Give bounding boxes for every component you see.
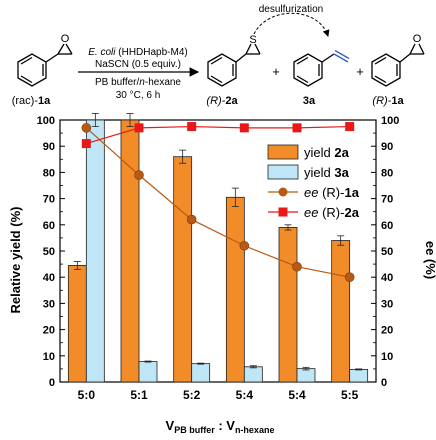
legend-swatch (267, 164, 299, 180)
chart-axis-labels: Relative yield (%) ee (%) VPB buffer : V… (8, 207, 436, 435)
x-tick-label: 5:1 (130, 388, 148, 402)
condition-line-2: NaSCN (0.5 equiv.) (95, 59, 181, 70)
x-tick-label: 5:5 (341, 388, 359, 402)
y-tick-label: 0 (49, 377, 55, 389)
chart-bars (67, 113, 369, 383)
product-oxygen-atom: O (413, 33, 422, 45)
product-styrene-structure (293, 53, 335, 87)
yield-ee-chart: 0 10 20 30 40 50 60 70 80 90 100 0 10 20 30 40 50 60 70 80 9… (8, 113, 436, 435)
product-2a-label: (R)-2a (206, 95, 238, 107)
plus-sign-2: + (356, 64, 364, 79)
x-axis-title: VPB buffer : Vn-hexane (166, 418, 275, 435)
reactant-structure (17, 43, 73, 87)
bar-yield-2a (225, 196, 245, 383)
product-thiirane-structure (207, 43, 261, 87)
bar-yield-3a (191, 363, 211, 383)
vinyl-double-bond (333, 53, 349, 63)
desulfurization-arrow (253, 12, 330, 37)
y2-tick-label: 90 (381, 141, 393, 153)
y-tick-label: 80 (43, 167, 55, 179)
condition-line-1: E. coli (HHDHapb-M4) (88, 47, 187, 58)
reactant-oxygen-atom: O (61, 33, 70, 45)
point-ee-2a (239, 123, 249, 133)
point-ee-1a (134, 170, 144, 180)
product-3a-label: 3a (303, 95, 316, 107)
y-tick-label: 60 (43, 220, 55, 232)
point-ee-2a (134, 123, 144, 133)
plus-sign-1: + (272, 64, 280, 79)
point-ee-1a (292, 261, 302, 272)
y2-axis-title: ee (%) (423, 241, 436, 279)
y-tick-label: 10 (43, 351, 55, 363)
legend-marker (278, 187, 288, 197)
y2-tick-label: 0 (381, 377, 387, 389)
y-tick-label: 50 (43, 246, 55, 258)
y2-tick-label: 20 (381, 325, 393, 337)
condition-line-3: PB buffer/n-hexane (95, 77, 181, 88)
bar-yield-3a (138, 361, 158, 383)
legend-label: ee (R)-1a (304, 185, 360, 200)
x-tick-label: 5:0 (78, 388, 96, 402)
bar-yield-2a (120, 119, 140, 383)
product-sulfur-atom: S (249, 34, 256, 46)
line-ee-1a (85, 127, 350, 278)
point-ee-2a (292, 123, 302, 133)
point-ee-1a (186, 214, 197, 225)
point-ee-1a (239, 240, 250, 251)
y2-tick-label: 60 (381, 220, 393, 232)
y2-tick-label: 50 (381, 246, 393, 258)
x-tick-label: 5:4 (236, 388, 254, 402)
legend-label: ee (R)-2a (304, 205, 360, 220)
y2-tick-label: 30 (381, 298, 393, 310)
y-tick-label: 90 (43, 141, 55, 153)
bar-yield-2a (173, 156, 193, 383)
vinyl-double-bond-inner (334, 49, 350, 60)
legend-label: yield 2a (304, 145, 350, 160)
bar-yield-2a (331, 240, 351, 383)
product-1a-label: (R)-1a (372, 95, 404, 107)
desulfurization-label: desulfurization (259, 4, 323, 15)
y2-tick-label: 100 (381, 115, 399, 127)
bar-yield-3a (85, 119, 105, 383)
reaction-scheme: O (rac)-1a E. coli (HHDHapb-M4) NaSCN (0… (12, 4, 425, 107)
y2-tick-label: 40 (381, 272, 393, 284)
y-tick-label: 70 (43, 194, 55, 206)
bar-yield-2a (67, 265, 87, 383)
x-tick-label: 5:2 (183, 388, 201, 402)
y-tick-label: 100 (37, 115, 55, 127)
bar-yield-3a (349, 369, 369, 383)
legend-marker (278, 207, 288, 217)
chart-lines (81, 122, 355, 282)
product-epoxide-structure (371, 43, 425, 87)
legend-swatch (267, 144, 299, 160)
chart-legend: yield 2a yield 3a ee (R)-1a ee (R)-2a (267, 144, 360, 220)
y2-tick-label: 80 (381, 167, 393, 179)
line-ee-2a (86, 125, 350, 145)
y-tick-label: 20 (43, 325, 55, 337)
bar-yield-3a (243, 366, 263, 383)
point-ee-2a (187, 122, 197, 132)
x-tick-label: 5:4 (288, 388, 306, 402)
point-ee-1a (344, 272, 355, 282)
legend-label: yield 3a (304, 165, 350, 180)
reactant-label: (rac)-1a (12, 95, 51, 107)
condition-line-4: 30 °C, 6 h (116, 90, 161, 101)
point-ee-2a (345, 122, 355, 132)
bar-yield-2a (278, 227, 298, 383)
chart-axes: 0 10 20 30 40 50 60 70 80 90 100 0 10 20 30 40 50 60 70 80 9… (37, 115, 400, 402)
point-ee-1a (81, 123, 92, 133)
y2-tick-label: 10 (381, 351, 393, 363)
point-ee-2a (81, 139, 91, 149)
y-tick-label: 30 (43, 298, 55, 310)
bar-yield-3a (296, 368, 316, 383)
y-tick-label: 40 (43, 272, 55, 284)
y2-tick-label: 70 (381, 194, 393, 206)
y-axis-title: Relative yield (%) (8, 207, 23, 314)
